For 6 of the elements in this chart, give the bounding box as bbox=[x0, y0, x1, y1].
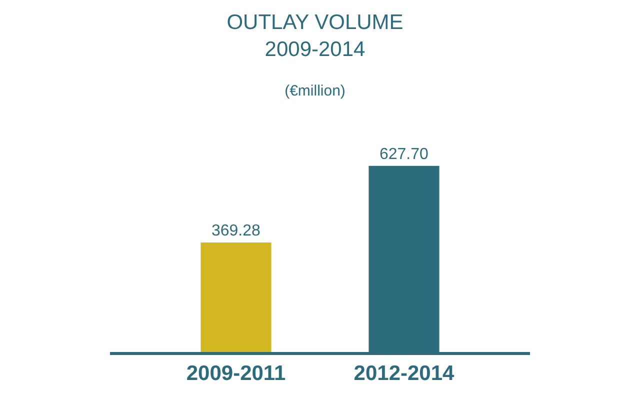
chart-title: OUTLAY VOLUME 2009-2014 bbox=[226, 10, 404, 62]
chart-subtitle: (€million) bbox=[284, 82, 346, 100]
x-tick-label: 2009-2011 bbox=[186, 362, 286, 386]
data-label: 627.70 bbox=[379, 146, 429, 163]
data-label: 369.28 bbox=[211, 222, 261, 240]
x-tick-label: 2012-2014 bbox=[354, 362, 455, 386]
